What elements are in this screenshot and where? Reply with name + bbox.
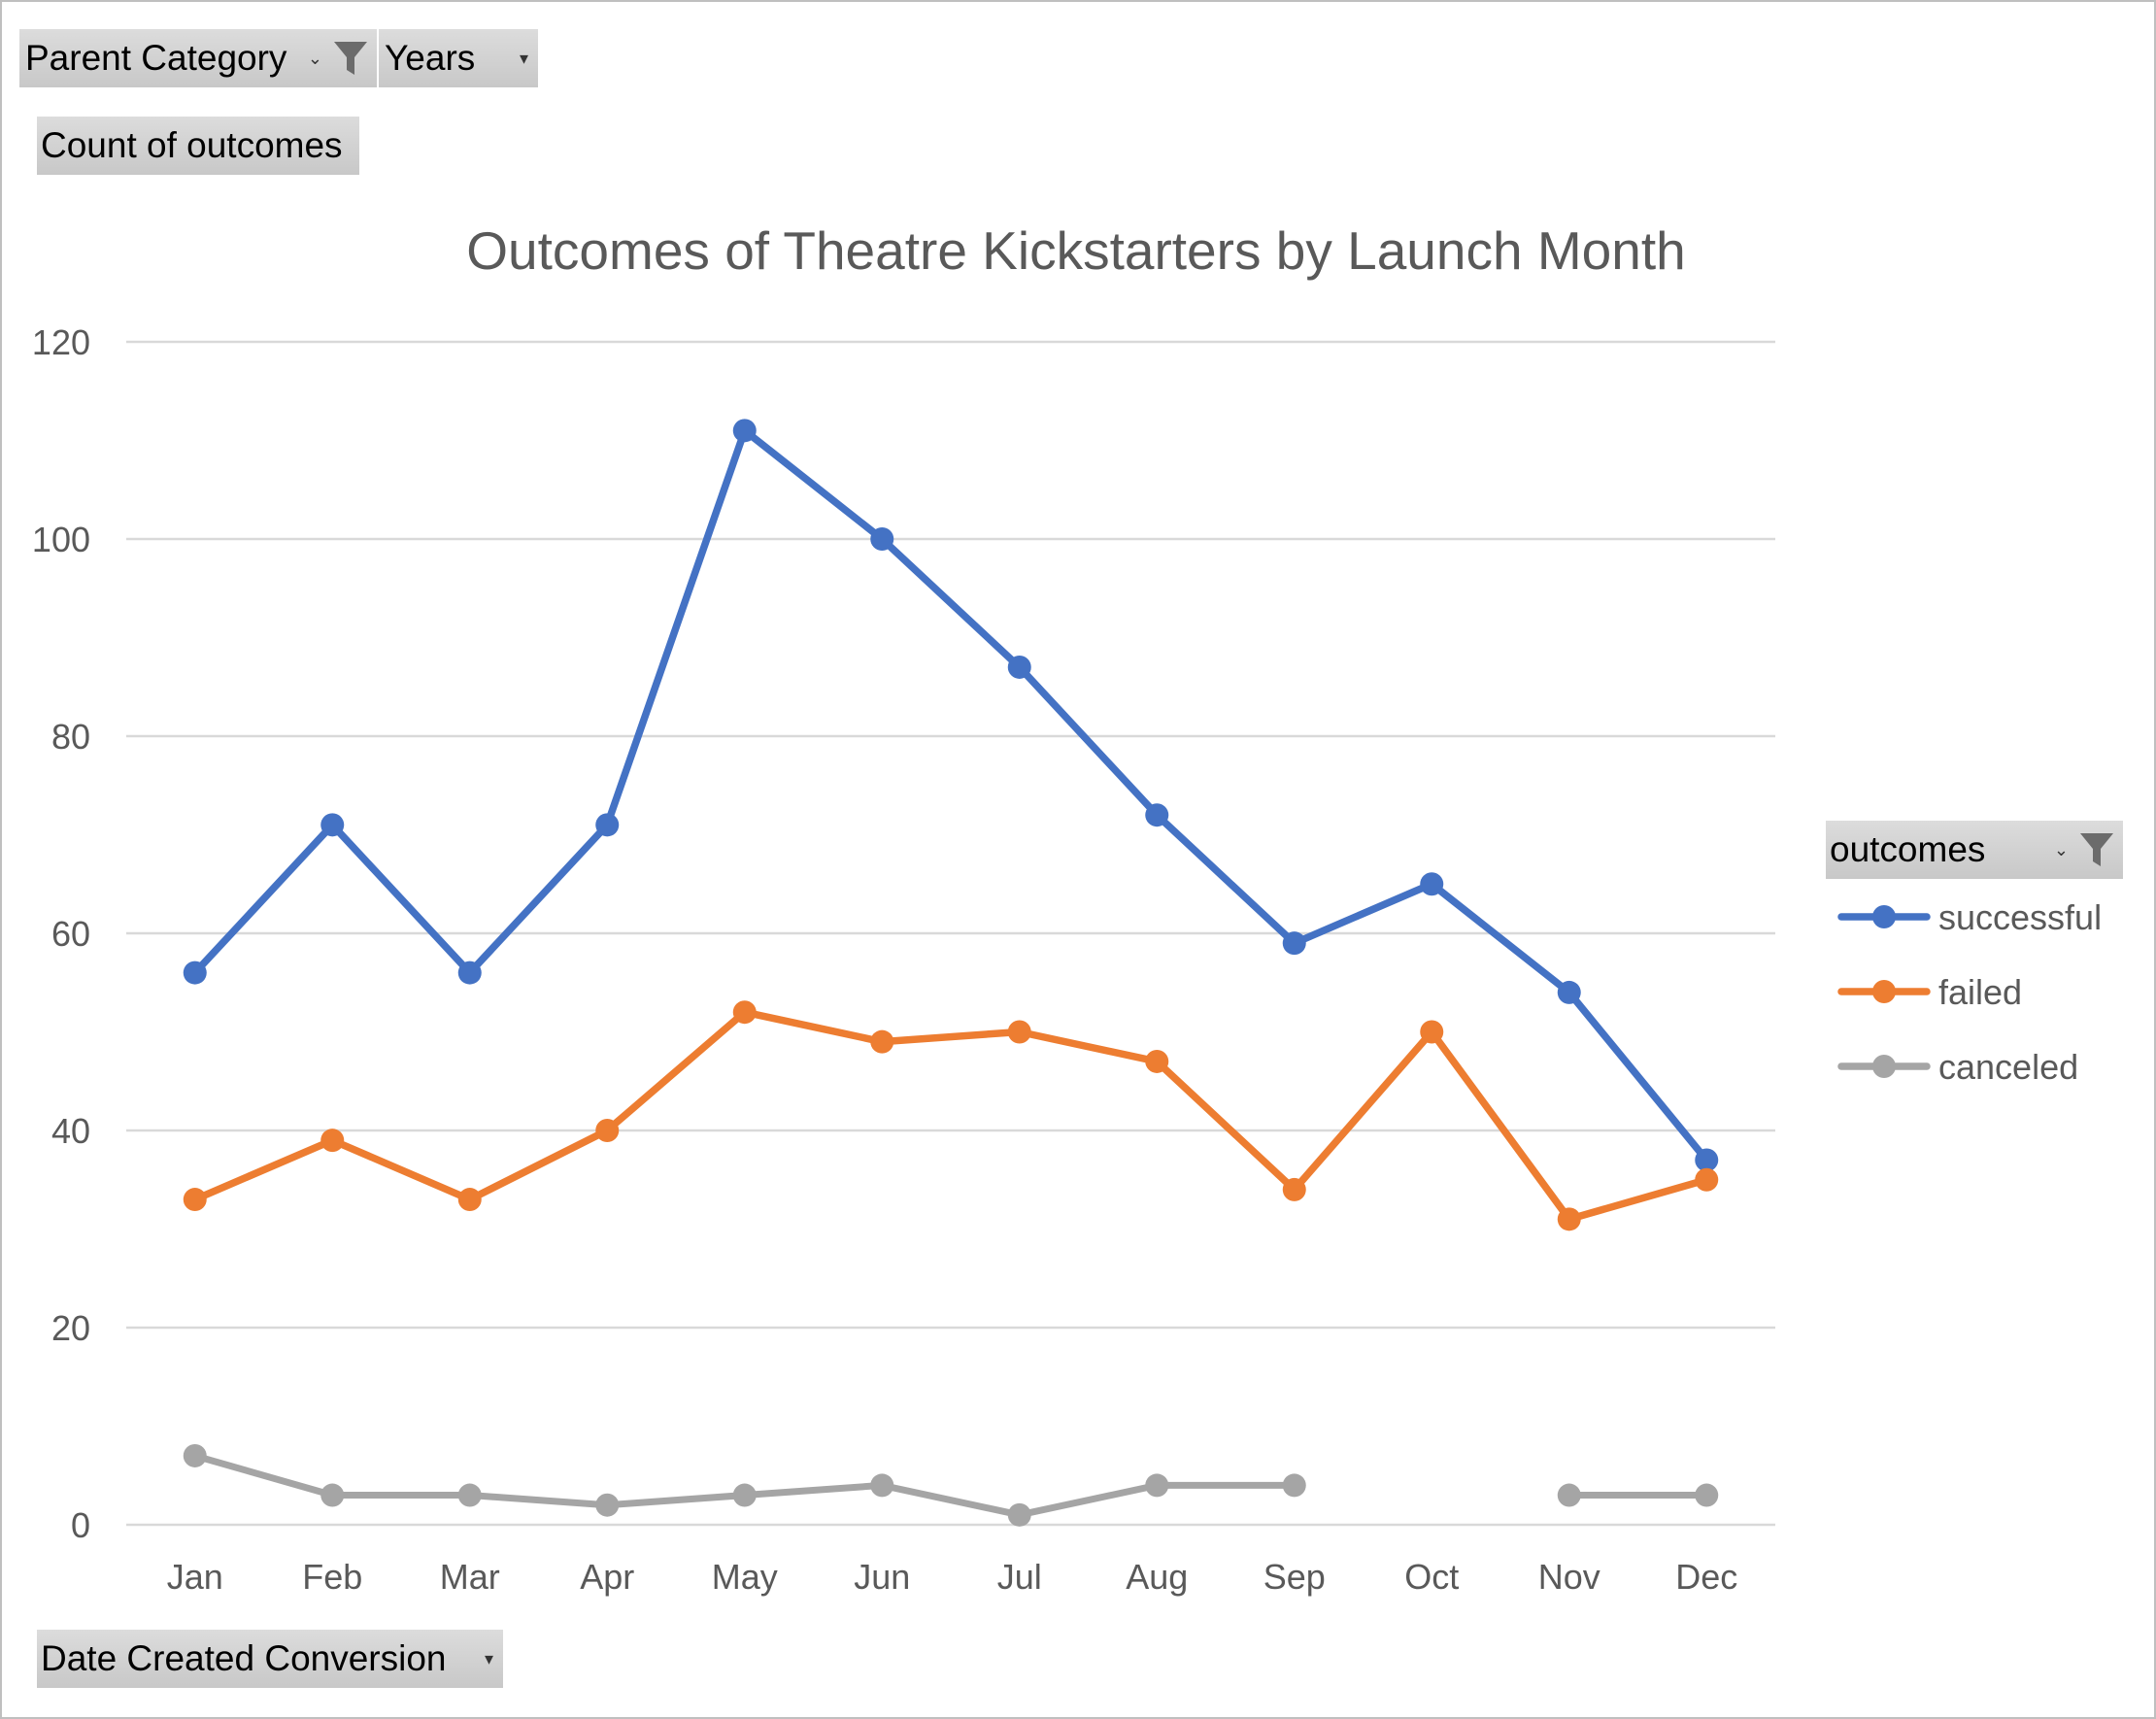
data-point [1282,1177,1306,1201]
x-tick-label: Oct [1404,1557,1459,1597]
data-point [1557,1207,1581,1231]
x-tick-label: Apr [580,1557,634,1597]
data-point [1695,1483,1719,1507]
series-group [183,419,1719,1527]
legend-swatch-marker [1872,980,1896,1003]
data-point [320,1483,345,1507]
data-point [1420,872,1444,896]
date-created-conversion-field-button[interactable]: Date Created Conversion ▾ [37,1630,503,1688]
chevron-down-icon: ▾ [484,1648,493,1668]
data-point [1145,1049,1169,1073]
data-point [732,1000,757,1025]
series-line [191,1008,1710,1224]
legend-label[interactable]: canceled [1938,1047,2078,1087]
data-point [320,1129,345,1153]
data-point [183,1443,207,1467]
x-tick-label: May [712,1557,778,1597]
data-point [732,419,757,443]
data-point [870,1473,894,1498]
y-tick-label: 60 [51,914,90,954]
x-tick-label: Jun [854,1557,910,1597]
legend-swatch-marker [1872,1055,1896,1078]
chevron-down-icon: ⌄ [2053,839,2069,860]
data-point [1007,1502,1031,1527]
data-point [1007,1020,1031,1044]
data-point [457,1483,482,1507]
chevron-down-icon: ⌄ [307,48,322,68]
series-canceled [183,1443,1719,1527]
data-point [870,1029,894,1054]
x-tick-label: Feb [302,1557,362,1597]
data-point [1557,1483,1581,1507]
data-point [1695,1167,1719,1192]
y-tick-label: 0 [71,1505,90,1545]
x-tick-label: Dec [1675,1557,1737,1597]
parent-category-label: Parent Category [25,38,287,78]
legend-swatch-marker [1872,905,1896,928]
data-point [1557,980,1581,1004]
data-point [457,1188,482,1212]
data-point [1420,1020,1444,1044]
data-point [1695,1148,1719,1172]
y-tick-label: 40 [51,1111,90,1151]
filter-funnel-icon [2080,833,2113,866]
x-axis-ticks: Jan Feb Mar Apr May Jun Jul Aug Sep Oct Nov Dec [167,1557,1738,1597]
x-tick-label: Jan [167,1557,223,1597]
legend-label[interactable]: successful [1938,897,2102,937]
data-point [1145,803,1169,827]
y-tick-label: 80 [51,717,90,757]
x-tick-label: Sep [1263,1557,1326,1597]
y-tick-label: 100 [32,520,90,559]
data-point [1007,655,1031,679]
filter-funnel-icon [334,42,367,75]
x-tick-label: Aug [1126,1557,1188,1597]
value-field-label: Count of outcomes [41,125,343,165]
data-point [870,527,894,551]
series-successful [183,419,1719,1172]
gridlines [126,340,1775,1527]
data-point [595,813,620,837]
data-point [183,1188,207,1212]
legend: successful failed canceled [1837,897,2102,1087]
series-failed [183,1000,1719,1231]
y-axis-ticks: 0 20 40 60 80 100 120 [32,322,90,1545]
legend-field-label: outcomes [1830,829,1986,869]
data-point [457,961,482,985]
data-point [732,1483,757,1507]
data-point [320,813,345,837]
axis-field-label: Date Created Conversion [41,1638,447,1678]
data-point [1282,1473,1306,1498]
y-tick-label: 20 [51,1308,90,1348]
chart-title: Outcomes of Theatre Kickstarters by Laun… [466,220,1685,281]
parent-category-field-button[interactable]: Parent Category ⌄ [19,29,377,87]
x-tick-label: Mar [440,1557,500,1597]
data-point [595,1119,620,1142]
chevron-down-icon: ▾ [519,48,528,68]
years-field-button[interactable]: Years ▾ [379,29,538,87]
years-label: Years [385,38,476,78]
series-line [191,426,1710,1164]
y-tick-label: 120 [32,322,90,362]
x-tick-label: Nov [1538,1557,1600,1597]
data-point [1282,931,1306,956]
count-of-outcomes-field-button[interactable]: Count of outcomes [37,117,359,175]
data-point [1145,1473,1169,1498]
data-point [183,961,207,985]
legend-label[interactable]: failed [1938,972,2022,1012]
x-tick-label: Jul [997,1557,1042,1597]
data-point [595,1493,620,1517]
outcomes-legend-field-button[interactable]: outcomes ⌄ [1826,821,2123,879]
